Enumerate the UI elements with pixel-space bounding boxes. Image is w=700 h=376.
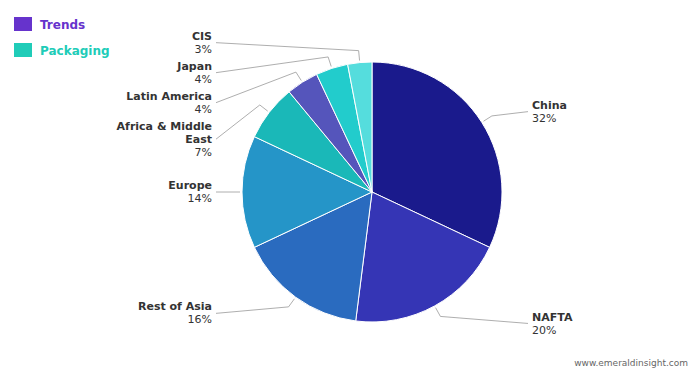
key-text: Packaging (40, 44, 110, 58)
slice-category: East (185, 133, 212, 146)
slice-value: 32% (532, 112, 556, 125)
slice-label: Europe14% (168, 179, 212, 205)
chart: China32% NAFTA20% Rest of Asia16% Europe14%… (0, 0, 700, 376)
leader-line (216, 72, 301, 103)
slice-value: 3% (195, 43, 212, 56)
slice-category: China (532, 99, 567, 112)
pie (242, 62, 502, 322)
slice-label: China32% (532, 99, 567, 125)
slice-category: Japan (176, 60, 212, 73)
slice-label: Africa & MiddleEast7% (117, 120, 212, 159)
pie-slice (348, 62, 372, 192)
slice-label: Latin America4% (126, 90, 212, 116)
slice-label: NAFTA20% (532, 311, 573, 337)
slice-category: Europe (168, 179, 212, 192)
key-swatch (14, 43, 32, 57)
slice-value: 16% (188, 313, 212, 326)
key-swatch (14, 17, 32, 31)
slice-value: 20% (532, 324, 556, 337)
key-text: Trends (40, 18, 85, 32)
leader-line (216, 299, 294, 314)
leader-line (216, 57, 331, 73)
leader-line (483, 112, 528, 122)
pie-slice (356, 192, 490, 322)
slice-category: CIS (192, 30, 212, 43)
slice-label: Japan4% (176, 60, 212, 86)
leader-line (216, 105, 268, 139)
leader-lines (216, 43, 528, 324)
key: Trends Packaging (14, 17, 110, 58)
slice-value: 14% (188, 192, 212, 205)
leader-line (216, 43, 360, 61)
slice-category: Latin America (126, 90, 212, 103)
watermark: www.emeraldinsight.com (574, 358, 688, 368)
leader-line (436, 308, 528, 324)
slice-category: Africa & Middle (117, 120, 212, 133)
leader-line (216, 192, 240, 193)
slice-label: Rest of Asia16% (138, 300, 212, 326)
slice-value: 7% (195, 146, 212, 159)
data-labels: China32% NAFTA20% Rest of Asia16% Europe14%… (117, 30, 573, 337)
slice-category: NAFTA (532, 311, 573, 324)
slice-label: CIS3% (192, 30, 212, 56)
slice-category: Rest of Asia (138, 300, 212, 313)
slice-value: 4% (195, 103, 212, 116)
slice-value: 4% (195, 73, 212, 86)
